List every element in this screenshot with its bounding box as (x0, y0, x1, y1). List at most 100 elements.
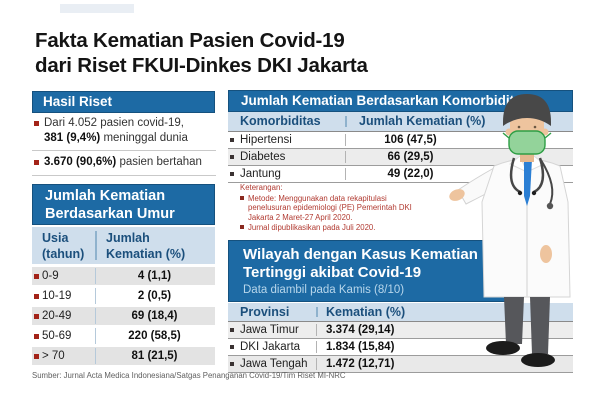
col-label: (tahun) (42, 247, 85, 261)
keterangan-notes: Keterangan: Metode: Menggunakan data rek… (240, 183, 420, 233)
column-divider (95, 328, 96, 344)
keterangan-label: Keterangan: (240, 183, 283, 192)
cell-provinsi: DKI Jakarta (240, 341, 301, 353)
item-text: Dari 4.052 pasien covid-19, (44, 117, 184, 129)
table-row: DKI Jakarta 1.834 (15,84) (228, 339, 573, 356)
cell-jumlah: 2 (0,5) (137, 290, 172, 302)
cell-komorbiditas: Diabetes (240, 151, 286, 163)
umur-table-head: Usia (tahun) Jumlah Kematian (%) (32, 227, 215, 264)
table-row: > 70 81 (21,5) (32, 347, 215, 365)
cell-provinsi: Jawa Timur (240, 324, 299, 336)
komorbiditas-header: Jumlah Kematian Berdasarkan Komorbiditas (228, 90, 573, 112)
column-header: Jumlah Kematian (%) (359, 114, 486, 128)
bullet-square-icon (240, 225, 244, 230)
cell-komorbiditas: Jantung (240, 168, 281, 180)
column-divider (316, 358, 317, 370)
column-header-usia: Usia (tahun) (42, 230, 84, 262)
item-text: pasien bertahan (116, 156, 202, 168)
bullet-square-icon (34, 314, 39, 319)
cell-jumlah: 220 (58,5) (128, 330, 181, 342)
bullet-square-icon (240, 195, 244, 200)
cell-jumlah: 69 (18,4) (131, 310, 178, 322)
column-divider (95, 308, 96, 324)
cell-jumlah: 81 (21,5) (131, 350, 178, 362)
bullet-square-icon (230, 138, 234, 142)
table-row: 20-49 69 (18,4) (32, 307, 215, 325)
page-title-line1: Fakta Kematian Pasien Covid-19 (35, 29, 345, 52)
column-divider (95, 288, 96, 304)
umur-header-line1: Jumlah Kematian (45, 188, 166, 204)
item-value-bold: 3.670 (90,6%) (44, 156, 117, 168)
column-divider (345, 151, 346, 163)
bullet-square-icon (34, 121, 39, 126)
hasil-riset-header: Hasil Riset (32, 91, 215, 113)
note-item: Jurnal dipublikasikan pada Juli 2020. (240, 223, 420, 233)
bullet-square-icon (34, 354, 39, 359)
page-title: Fakta Kematian Pasien Covid-19 dari Rise… (35, 28, 368, 78)
bullet-square-icon (34, 160, 39, 165)
page-title-line2: dari Riset FKUI-Dinkes DKI Jakarta (35, 54, 368, 77)
bullet-square-icon (230, 155, 234, 159)
bullet-square-icon (230, 345, 234, 349)
source-attribution: Sumber: Jurnal Acta Medica Indonesiana/S… (32, 371, 346, 380)
item-value-bold: 381 (9,4%) (44, 131, 101, 144)
item-text: meninggal dunia (100, 131, 188, 144)
cell-kematian: 106 (47,5) (384, 134, 437, 146)
bullet-square-icon (34, 294, 39, 299)
bullet-square-icon (34, 334, 39, 339)
komorbiditas-table-head: Komorbiditas Jumlah Kematian (%) (228, 112, 573, 132)
table-row: Jantung 49 (22,0) (228, 166, 573, 183)
column-header: Provinsi (240, 305, 290, 319)
cell-kematian: 1.472 (12,71) (326, 358, 395, 370)
table-row: 0-9 4 (1,1) (32, 267, 215, 285)
cell-usia: 20-49 (42, 310, 72, 322)
cell-usia: 10-19 (42, 290, 72, 302)
column-header: Komorbiditas (240, 114, 321, 128)
bullet-square-icon (230, 172, 234, 176)
table-row: Jawa Tengah 1.472 (12,71) (228, 356, 573, 373)
umur-header-line2: Berdasarkan Umur (45, 206, 175, 222)
cell-provinsi: Jawa Tengah (240, 358, 308, 370)
note-text: Jurnal dipublikasikan pada Juli 2020. (248, 223, 376, 233)
column-divider (316, 341, 317, 353)
table-row: Jawa Timur 3.374 (29,14) (228, 322, 573, 339)
wilayah-header-box: Wilayah dengan Kasus Kematian Tertinggi … (228, 240, 508, 302)
hasil-riset-list: Dari 4.052 pasien covid-19, 381 (9,4%) m… (32, 112, 216, 176)
column-divider (316, 307, 318, 317)
col-label: Kematian (%) (106, 247, 186, 261)
column-header-jumlah: Jumlah Kematian (%) (106, 230, 185, 262)
cell-usia: 0-9 (42, 270, 59, 282)
cell-komorbiditas: Hipertensi (240, 134, 292, 146)
table-row: Diabetes 66 (29,5) (228, 149, 573, 166)
umur-header: Jumlah Kematian Berdasarkan Umur (32, 184, 215, 225)
col-label: Usia (42, 231, 69, 245)
wilayah-title-line1: Wilayah dengan Kasus Kematian (243, 246, 478, 263)
table-row: Hipertensi 106 (47,5) (228, 132, 573, 149)
list-item: Dari 4.052 pasien covid-19, 381 (9,4%) m… (32, 112, 216, 151)
column-divider (345, 134, 346, 146)
list-item: 3.670 (90,6%) pasien bertahan (32, 151, 216, 176)
cell-jumlah: 4 (1,1) (137, 270, 172, 282)
wilayah-subtitle: Data diambil pada Kamis (8/10) (243, 284, 405, 296)
top-edge-artifact (60, 4, 134, 13)
cell-kematian: 1.834 (15,84) (326, 341, 395, 353)
table-row: 10-19 2 (0,5) (32, 287, 215, 305)
table-row: 50-69 220 (58,5) (32, 327, 215, 345)
column-divider (95, 268, 96, 284)
cell-kematian: 49 (22,0) (387, 168, 434, 180)
note-item: Metode: Menggunakan data rekapitulasi pe… (240, 194, 420, 223)
cell-usia: 50-69 (42, 330, 72, 342)
column-divider (95, 348, 96, 364)
col-label: Jumlah (106, 231, 150, 245)
column-divider (316, 324, 317, 336)
column-divider (345, 116, 347, 127)
column-header: Kematian (%) (326, 305, 406, 319)
wilayah-title-line2: Tertinggi akibat Covid-19 (243, 264, 422, 281)
bullet-square-icon (230, 362, 234, 366)
doctor-illustration (449, 94, 571, 367)
column-divider (345, 168, 346, 180)
cell-usia: > 70 (42, 350, 65, 362)
cell-kematian: 3.374 (29,14) (326, 324, 395, 336)
wilayah-table-head: Provinsi Kematian (%) (228, 303, 573, 322)
